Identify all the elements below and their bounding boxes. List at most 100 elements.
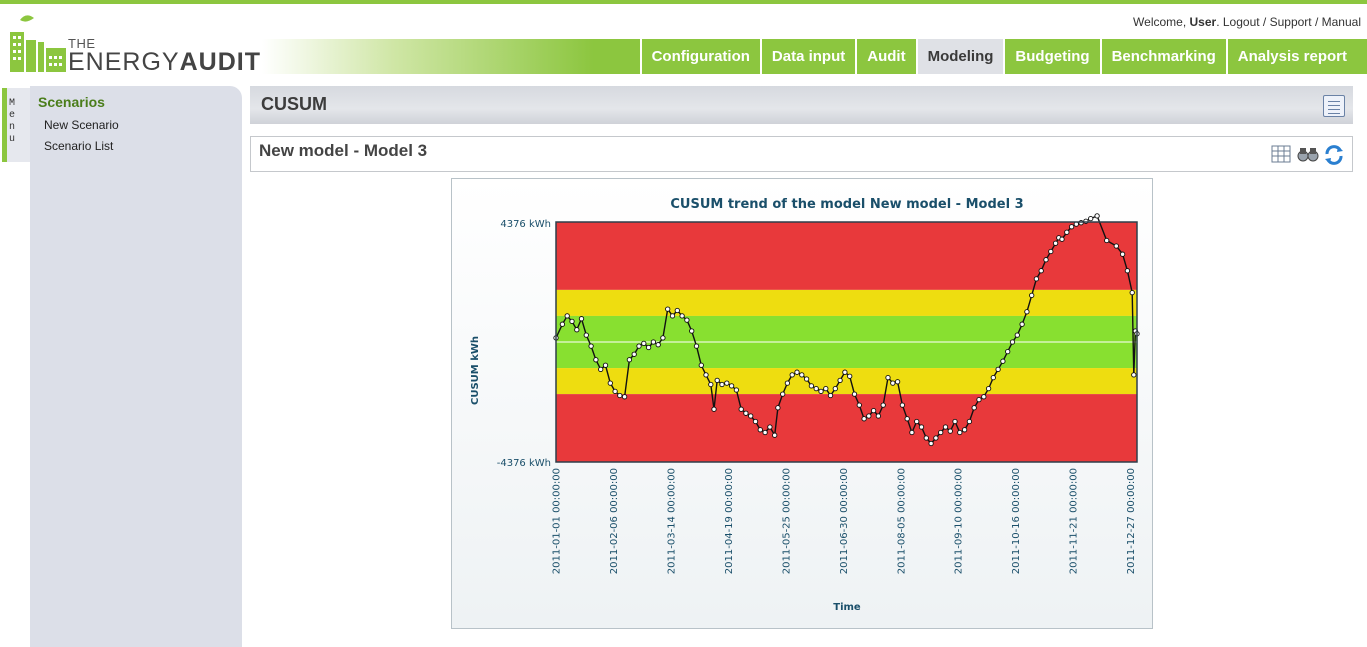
data-point[interactable] xyxy=(650,339,657,345)
data-point[interactable] xyxy=(832,385,838,392)
app-logo[interactable]: THE ENERGYAUDIT xyxy=(10,12,260,76)
data-point[interactable] xyxy=(909,429,915,436)
data-point[interactable] xyxy=(743,410,749,416)
data-point[interactable] xyxy=(775,405,781,411)
data-point[interactable] xyxy=(559,321,566,327)
tab-modeling[interactable]: Modeling xyxy=(915,39,1004,74)
data-point[interactable] xyxy=(947,428,953,434)
data-point[interactable] xyxy=(689,328,695,334)
data-point[interactable] xyxy=(985,385,992,392)
binoculars-icon[interactable] xyxy=(1296,143,1319,165)
data-point[interactable] xyxy=(1038,268,1044,274)
data-point[interactable] xyxy=(866,413,872,419)
data-point[interactable] xyxy=(942,424,949,430)
data-point[interactable] xyxy=(748,413,754,419)
logout-link[interactable]: Logout xyxy=(1222,15,1260,29)
data-point[interactable] xyxy=(728,383,735,389)
data-point[interactable] xyxy=(966,418,973,425)
data-point[interactable] xyxy=(1113,243,1119,249)
data-point[interactable] xyxy=(703,372,709,378)
data-point[interactable] xyxy=(564,313,570,319)
data-point[interactable] xyxy=(724,380,730,386)
data-point[interactable] xyxy=(961,427,968,433)
data-point[interactable] xyxy=(928,440,934,447)
data-point[interactable] xyxy=(738,406,744,412)
data-point[interactable] xyxy=(631,351,637,357)
data-point[interactable] xyxy=(636,343,642,349)
data-point[interactable] xyxy=(1005,348,1011,355)
data-point[interactable] xyxy=(757,427,763,433)
data-point[interactable] xyxy=(870,407,877,414)
data-point[interactable] xyxy=(789,372,795,378)
data-point[interactable] xyxy=(612,388,618,395)
data-point[interactable] xyxy=(1000,358,1006,364)
data-point[interactable] xyxy=(645,344,652,351)
data-point[interactable] xyxy=(784,380,791,386)
data-point[interactable] xyxy=(1014,332,1020,338)
data-point[interactable] xyxy=(827,392,834,399)
data-point[interactable] xyxy=(938,429,944,436)
data-point[interactable] xyxy=(1059,236,1065,242)
data-point[interactable] xyxy=(1024,309,1030,315)
data-point[interactable] xyxy=(719,381,725,388)
data-point[interactable] xyxy=(578,316,585,322)
manual-link[interactable]: Manual xyxy=(1321,15,1361,29)
data-point[interactable] xyxy=(674,307,680,314)
data-point[interactable] xyxy=(914,418,920,425)
data-point[interactable] xyxy=(780,391,786,397)
data-point[interactable] xyxy=(847,373,853,379)
data-point[interactable] xyxy=(665,306,671,312)
data-point[interactable] xyxy=(794,369,800,375)
data-point[interactable] xyxy=(837,377,843,384)
data-point[interactable] xyxy=(885,374,891,381)
data-point[interactable] xyxy=(772,432,778,438)
data-point[interactable] xyxy=(583,332,589,338)
data-point[interactable] xyxy=(1131,372,1137,378)
menu-toggle[interactable]: M e n u xyxy=(2,88,32,162)
data-point[interactable] xyxy=(799,372,805,378)
refresh-icon[interactable] xyxy=(1322,143,1344,165)
data-point[interactable] xyxy=(660,335,666,341)
data-point[interactable] xyxy=(1043,257,1049,263)
data-point[interactable] xyxy=(904,416,910,422)
data-point[interactable] xyxy=(607,380,613,386)
data-point[interactable] xyxy=(684,317,690,323)
data-point[interactable] xyxy=(641,340,647,347)
data-point[interactable] xyxy=(767,424,773,430)
data-point[interactable] xyxy=(990,374,996,381)
data-point[interactable] xyxy=(851,391,858,397)
data-point[interactable] xyxy=(621,394,628,400)
data-point[interactable] xyxy=(1009,339,1016,345)
data-point[interactable] xyxy=(1088,215,1094,222)
data-point[interactable] xyxy=(861,416,867,422)
sidebar-item-new-scenario[interactable]: New Scenario xyxy=(44,118,119,132)
data-point[interactable] xyxy=(856,402,862,408)
data-point[interactable] xyxy=(1052,240,1059,246)
data-point[interactable] xyxy=(708,381,714,388)
data-point[interactable] xyxy=(899,402,906,408)
data-point[interactable] xyxy=(818,388,824,395)
data-point[interactable] xyxy=(957,429,963,436)
data-point[interactable] xyxy=(711,406,717,412)
tab-benchmarking[interactable]: Benchmarking xyxy=(1099,39,1226,74)
data-point[interactable] xyxy=(714,377,720,384)
data-point[interactable] xyxy=(976,396,982,403)
data-point[interactable] xyxy=(1048,248,1054,255)
data-point[interactable] xyxy=(808,383,815,389)
data-point[interactable] xyxy=(813,385,819,392)
data-point[interactable] xyxy=(842,369,848,375)
data-point[interactable] xyxy=(617,392,623,399)
tab-audit[interactable]: Audit xyxy=(855,39,916,74)
data-point[interactable] xyxy=(981,394,987,400)
data-point[interactable] xyxy=(1068,224,1075,230)
data-point[interactable] xyxy=(588,343,594,349)
data-point[interactable] xyxy=(918,424,925,430)
data-point[interactable] xyxy=(1104,237,1110,244)
tab-configuration[interactable]: Configuration xyxy=(639,39,760,74)
document-icon[interactable] xyxy=(1323,95,1345,117)
data-point[interactable] xyxy=(655,342,661,348)
data-point[interactable] xyxy=(626,357,633,363)
data-point[interactable] xyxy=(971,405,977,411)
data-point[interactable] xyxy=(952,418,958,425)
data-point[interactable] xyxy=(1064,229,1070,235)
